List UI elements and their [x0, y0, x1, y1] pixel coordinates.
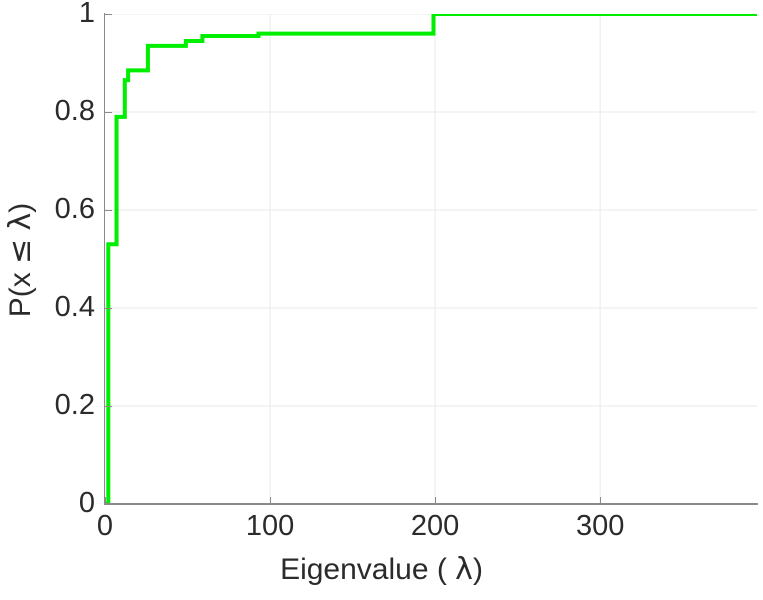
x-tick-label: 200 — [410, 510, 460, 542]
y-tick-label: 0.6 — [54, 193, 95, 225]
y-tick-label: 1 — [78, 0, 95, 29]
y-tick-label: 0.2 — [54, 389, 95, 421]
data-layer — [105, 14, 757, 504]
y-axis-label: P(x ≤ λ) — [3, 202, 38, 318]
y-tick-mark — [105, 406, 112, 408]
x-axis-label: Eigenvalue ( λ) — [280, 552, 483, 587]
x-tick-mark — [435, 497, 437, 504]
x-tick-mark — [600, 497, 602, 504]
x-axis-spine — [104, 503, 758, 505]
y-tick-mark — [105, 210, 112, 212]
y-tick-label: 0 — [78, 487, 95, 519]
x-tick-label: 0 — [96, 510, 114, 542]
x-tick-mark — [270, 497, 272, 504]
x-tick-mark — [105, 497, 107, 504]
y-tick-mark — [105, 504, 112, 506]
y-tick-mark — [105, 112, 112, 114]
grid-layer — [105, 14, 757, 504]
x-tick-label: 100 — [245, 510, 295, 542]
y-tick-mark — [105, 14, 112, 16]
y-axis-spine — [104, 13, 106, 505]
x-tick-label: 300 — [575, 510, 625, 542]
y-tick-label: 0.8 — [54, 95, 95, 127]
y-tick-label: 0.4 — [54, 291, 95, 323]
plot-area — [105, 14, 757, 504]
y-tick-mark — [105, 308, 112, 310]
